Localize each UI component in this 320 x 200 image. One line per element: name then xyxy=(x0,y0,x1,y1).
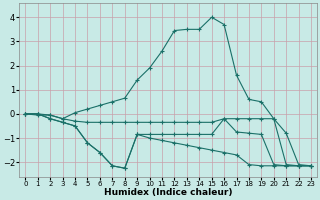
X-axis label: Humidex (Indice chaleur): Humidex (Indice chaleur) xyxy=(104,188,232,197)
